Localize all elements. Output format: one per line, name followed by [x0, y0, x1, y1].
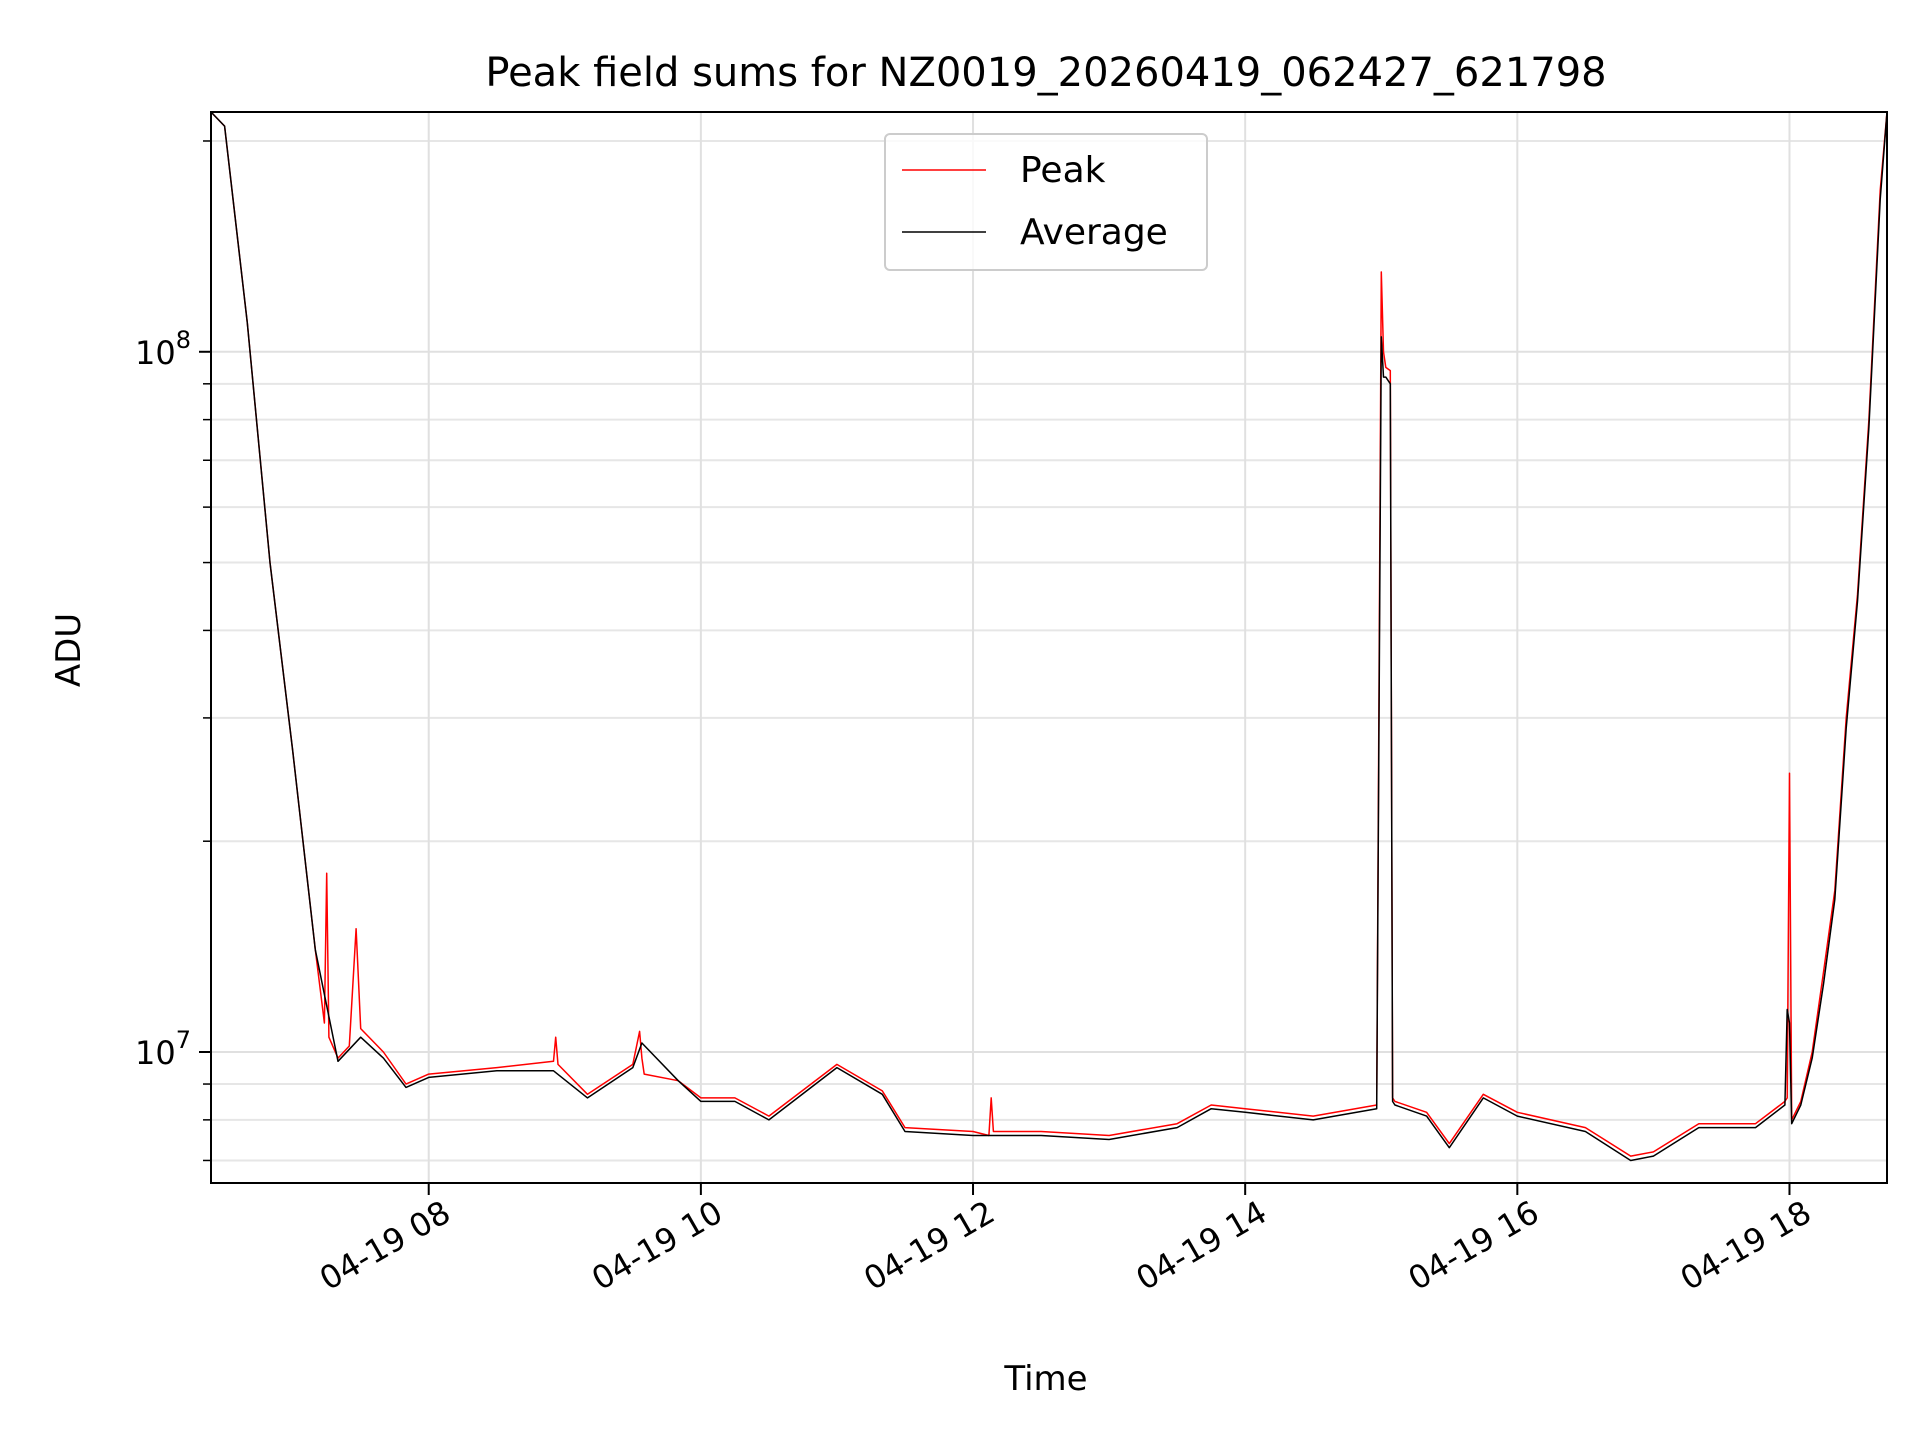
y-tick-label: 108: [135, 326, 191, 372]
series-line-average: [210, 111, 1888, 1162]
plot-frame: [210, 111, 1888, 1184]
grid: [211, 112, 1887, 1183]
y-axis-label: ADU: [49, 613, 89, 687]
chart-title: Peak field sums for NZ0019_20260419_0624…: [485, 50, 1606, 96]
legend-label-average: Average: [1020, 212, 1168, 253]
legend: Peak Average: [884, 133, 1208, 271]
legend-label-peak: Peak: [1020, 150, 1106, 191]
x-axis-label: Time: [1003, 1359, 1087, 1399]
y-tick-label: 107: [135, 1026, 191, 1072]
legend-box: [884, 133, 1208, 271]
plot-lines: [210, 111, 1888, 1162]
